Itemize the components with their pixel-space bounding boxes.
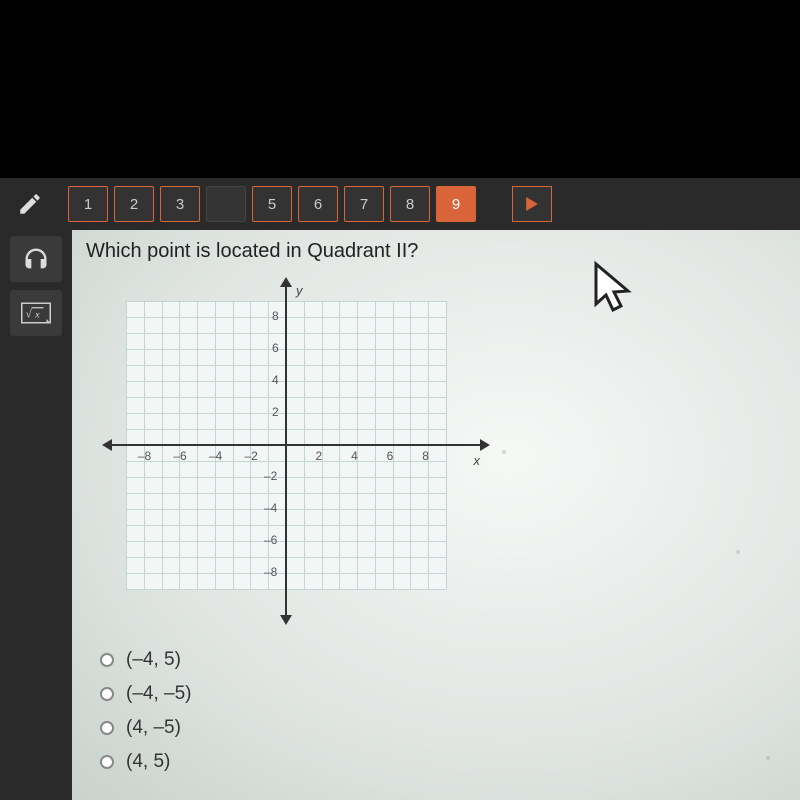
answer-text: (–4, –5)	[126, 683, 191, 705]
question-nav-5[interactable]: 5	[252, 186, 292, 222]
question-nav-4[interactable]	[206, 186, 246, 222]
question-nav-1[interactable]: 1	[68, 186, 108, 222]
arrow-up-icon	[280, 277, 292, 287]
y-tick: 4	[272, 373, 279, 387]
answer-option-4[interactable]: (4, 5)	[100, 745, 786, 779]
y-tick: –4	[264, 501, 277, 515]
headphones-icon[interactable]	[10, 236, 62, 282]
svg-text:√: √	[26, 309, 33, 321]
radio-icon[interactable]	[100, 721, 114, 735]
x-tick: –2	[244, 449, 257, 463]
y-tick: 2	[272, 405, 279, 419]
question-nav-8[interactable]: 8	[390, 186, 430, 222]
arrow-left-icon	[102, 439, 112, 451]
question-nav-7[interactable]: 7	[344, 186, 384, 222]
arrow-down-icon	[280, 615, 292, 625]
x-tick: –8	[138, 449, 151, 463]
pencil-icon[interactable]	[8, 182, 52, 226]
question-nav-6[interactable]: 6	[298, 186, 338, 222]
x-tick: 6	[387, 449, 394, 463]
answer-option-1[interactable]: (–4, 5)	[100, 643, 786, 677]
y-axis-label: y	[296, 283, 303, 298]
y-tick: –6	[264, 533, 277, 547]
y-tick: 8	[272, 309, 279, 323]
top-black-bar	[0, 0, 800, 178]
y-tick: –2	[264, 469, 277, 483]
cursor-icon	[590, 260, 640, 320]
next-button[interactable]	[512, 186, 552, 222]
y-tick: 6	[272, 341, 279, 355]
x-axis	[110, 444, 482, 446]
question-text: Which point is located in Quadrant II?	[86, 240, 786, 263]
x-tick: 4	[351, 449, 358, 463]
svg-text:x: x	[34, 310, 40, 321]
coordinate-graph: y x –8 –6 –4 –2 2 4 6 8 8 6 4 2 –2 –4 –6 –8	[106, 281, 486, 621]
answer-text: (4, –5)	[126, 717, 181, 739]
question-content: Which point is located in Quadrant II? y…	[72, 230, 800, 800]
x-tick: 8	[422, 449, 429, 463]
question-nav-2[interactable]: 2	[114, 186, 154, 222]
y-axis	[285, 285, 287, 617]
answer-text: (–4, 5)	[126, 649, 181, 671]
arrow-right-icon	[480, 439, 490, 451]
question-toolbar: 123 56789	[0, 178, 800, 230]
y-tick: –8	[264, 565, 277, 579]
radio-icon[interactable]	[100, 653, 114, 667]
side-tools: √ x	[0, 230, 72, 800]
answer-option-3[interactable]: (4, –5)	[100, 711, 786, 745]
answer-list: (–4, 5) (–4, –5) (4, –5) (4, 5)	[100, 643, 786, 779]
x-tick: 2	[316, 449, 323, 463]
x-tick: –6	[173, 449, 186, 463]
radio-icon[interactable]	[100, 755, 114, 769]
x-tick: –4	[209, 449, 222, 463]
x-axis-label: x	[474, 453, 481, 468]
question-nav-3[interactable]: 3	[160, 186, 200, 222]
radio-icon[interactable]	[100, 687, 114, 701]
answer-text: (4, 5)	[126, 751, 170, 773]
question-nav-9[interactable]: 9	[436, 186, 476, 222]
answer-option-2[interactable]: (–4, –5)	[100, 677, 786, 711]
formula-icon[interactable]: √ x	[10, 290, 62, 336]
